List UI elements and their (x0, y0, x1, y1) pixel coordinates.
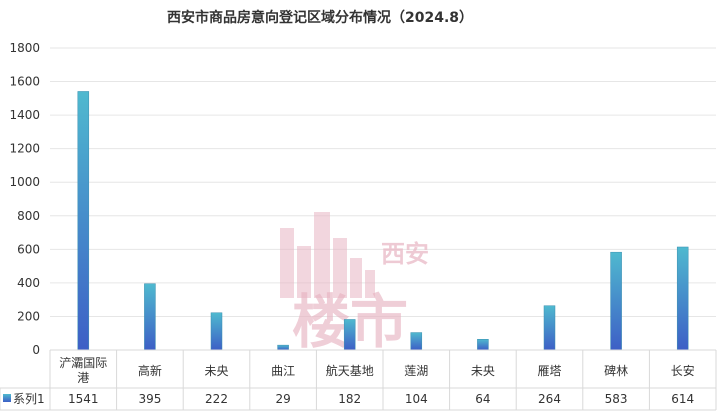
x-category-label: 高新 (138, 363, 162, 378)
legend-series-name: 系列1 (13, 392, 45, 406)
watermark-city-text: 西安 (381, 240, 429, 268)
y-tick-label: 800 (17, 209, 40, 223)
y-tick-label: 1000 (9, 175, 40, 189)
table-value-cell: 614 (671, 392, 694, 406)
watermark-bar (350, 258, 362, 298)
watermark-bar (280, 228, 294, 298)
y-tick-label: 1600 (9, 75, 40, 89)
y-tick-label: 0 (32, 343, 40, 357)
x-category-label: 未央 (204, 364, 228, 378)
table-value-cell: 395 (138, 392, 161, 406)
table-value-cell: 104 (405, 392, 428, 406)
bar-7 (477, 339, 489, 351)
watermark: 西安楼市 (280, 212, 429, 356)
y-tick-label: 1200 (9, 142, 40, 156)
x-category-label: 曲江 (271, 364, 295, 378)
bar-6 (410, 332, 423, 351)
table-value-cell: 222 (205, 392, 228, 406)
y-tick-label: 200 (17, 309, 40, 323)
y-tick-label: 1800 (9, 41, 40, 55)
x-category-label: 航天基地 (326, 363, 374, 378)
bar-3 (210, 312, 223, 351)
bar-5 (343, 319, 356, 351)
x-category-label: 碑林 (604, 363, 628, 378)
table-value-cell: 583 (605, 392, 628, 406)
legend-key (3, 394, 11, 402)
table-value-cell: 264 (538, 392, 561, 406)
chart-title: 西安市商品房意向登记区域分布情况（2024.8） (167, 9, 473, 26)
x-category-label: 长安 (671, 363, 695, 378)
y-tick-label: 600 (17, 242, 40, 256)
watermark-bar (314, 212, 330, 298)
bar-8 (543, 305, 556, 351)
x-category-label: 莲湖 (404, 363, 428, 378)
watermark-bar (365, 270, 375, 298)
table-value-cell: 1541 (68, 392, 99, 406)
bar-10 (676, 246, 689, 351)
x-category-label: 雁塔 (537, 364, 561, 378)
y-tick-label: 400 (17, 276, 40, 290)
watermark-bar (333, 238, 347, 298)
table-value-cell: 29 (275, 392, 290, 406)
y-tick-label: 1400 (9, 108, 40, 122)
bar-1 (77, 91, 90, 351)
x-category-label: 未央 (471, 364, 495, 378)
x-category-label: 浐灞国际港 (59, 356, 107, 385)
bar-2 (144, 283, 156, 351)
watermark-bar (297, 246, 311, 298)
bar-9 (610, 251, 622, 351)
table-value-cell: 64 (475, 392, 490, 406)
table-value-cell: 182 (338, 392, 361, 406)
bar-4 (277, 344, 289, 351)
